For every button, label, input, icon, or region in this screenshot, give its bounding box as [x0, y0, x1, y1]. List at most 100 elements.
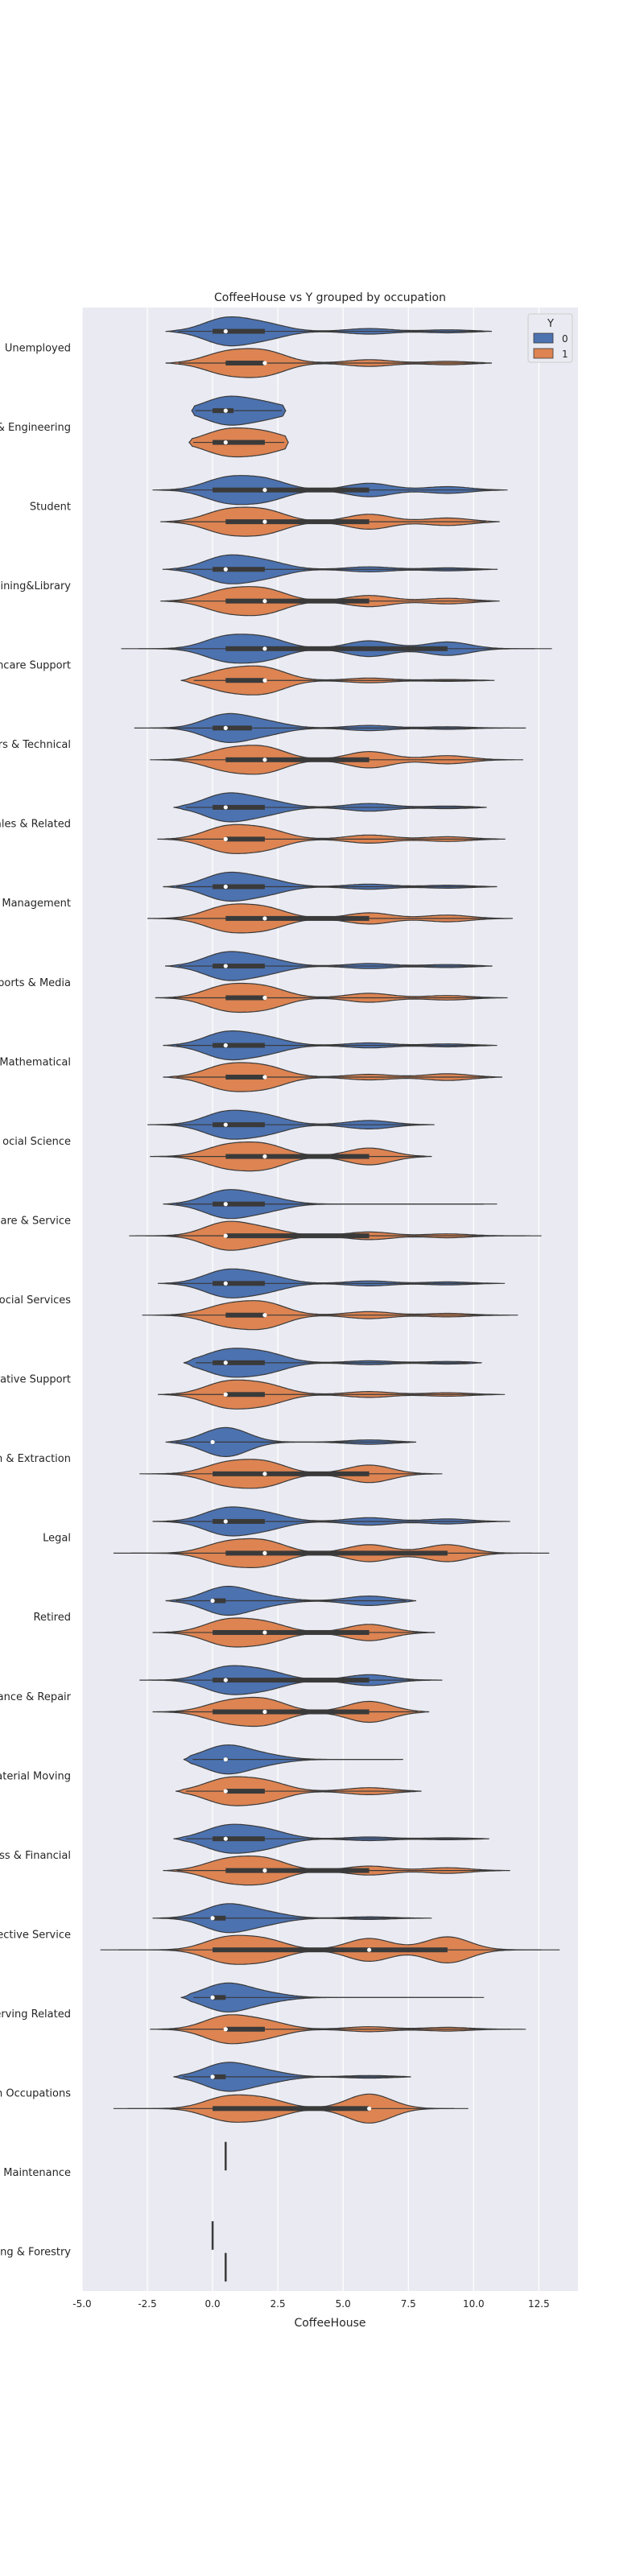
y-tick-label: erving Related [0, 2008, 71, 2021]
violin-median [223, 805, 228, 810]
y-tick-label: rs & Technical [0, 739, 71, 751]
y-tick-label: raining&Library [0, 580, 71, 592]
y-tick-label: ocial Services [0, 1294, 71, 1307]
y-tick-label: aterial Moving [0, 1770, 71, 1782]
violin-median [262, 1868, 267, 1873]
y-tick-label: ales & Related [0, 819, 71, 831]
x-tick-label: 5.0 [336, 2298, 351, 2310]
violin-median [223, 1122, 228, 1127]
violin-box [213, 964, 265, 969]
plot-background [82, 308, 578, 2291]
violin-median [210, 2074, 215, 2079]
y-tick-label: Mathematical [0, 1056, 71, 1068]
y-tick-label: Legal [43, 1533, 71, 1545]
violin-median [367, 2106, 372, 2111]
violin-median [223, 1836, 228, 1841]
chart-title: CoffeeHouse vs Y grouped by occupation [214, 291, 446, 304]
x-tick-label: 0.0 [205, 2298, 221, 2310]
violin-median [262, 488, 267, 493]
violin-median [223, 567, 228, 572]
violin-median [262, 995, 267, 1001]
legend-label-1: 1 [562, 349, 568, 360]
x-tick-label: -5.0 [72, 2298, 91, 2310]
violin-median [262, 1472, 267, 1476]
violin-box [225, 1233, 369, 1239]
violin-median [223, 1043, 228, 1048]
y-tick-label: Care & Service [0, 1215, 71, 1227]
y-tick-label: rative Support [0, 1374, 71, 1386]
violin-median [223, 440, 228, 445]
y-tick-label: hcare Support [0, 660, 71, 672]
legend-swatch-0 [533, 332, 554, 344]
x-tick-label: 10.0 [463, 2298, 485, 2310]
violin-box [225, 598, 369, 604]
violin-median [367, 1947, 372, 1952]
violin-box [213, 1281, 265, 1286]
violin-median [223, 964, 228, 968]
violin-box [225, 757, 369, 762]
violin-box [225, 836, 265, 842]
violin-box [213, 2106, 369, 2112]
violin-median [262, 1550, 267, 1555]
violin-median [210, 1598, 215, 1604]
violin-median [210, 1916, 215, 1921]
y-tick-label: n Occupations [0, 2088, 71, 2100]
violin-median [262, 1154, 267, 1159]
violin-median [262, 361, 267, 365]
violin-box [213, 725, 252, 731]
violin-median [223, 836, 228, 841]
violin-box [213, 1518, 265, 1524]
violin-box [225, 678, 265, 683]
y-tick-label: Student [30, 501, 71, 513]
violin-median [262, 599, 267, 604]
violin-box [213, 408, 234, 414]
violin-box [225, 1312, 265, 1318]
violin-box [225, 1392, 265, 1397]
violin-box [225, 1789, 265, 1794]
violin-box [213, 1836, 265, 1842]
violin-median [223, 1789, 228, 1794]
y-tick-label: Retired [34, 1612, 71, 1624]
y-tick-label: Management [2, 898, 71, 910]
violin-box [213, 1471, 369, 1476]
violin-box [225, 646, 448, 651]
violin-median [262, 1630, 267, 1635]
y-tick-label: ective Service [0, 1929, 71, 1941]
legend-title: Y [547, 318, 554, 330]
y-tick-label: Unemployed [5, 342, 71, 354]
violin-box [213, 804, 265, 810]
violin-median [223, 725, 228, 730]
violin-box [213, 1598, 226, 1604]
violin-box [213, 328, 265, 334]
violin-box [213, 1678, 369, 1683]
violin-median [262, 916, 267, 921]
violin-box [213, 1201, 265, 1207]
y-tick-label: ance & Repair [0, 1691, 72, 1703]
y-tick-label: ocial Science [2, 1136, 71, 1148]
violin-median [262, 646, 267, 651]
y-tick-label: ss & Financial [0, 1850, 71, 1862]
x-tick-labels: -5.0 -2.5 0.0 2.5 5.0 7.5 10.0 12.5 [72, 2298, 549, 2310]
violin-median [223, 408, 228, 413]
violin-box [213, 1709, 369, 1715]
violin-box [225, 915, 369, 921]
x-tick-label: 12.5 [528, 2298, 550, 2310]
violin-median [210, 1995, 215, 2000]
violin-box [225, 360, 265, 365]
y-tick-label: & Maintenance [0, 2167, 71, 2179]
violin-box [225, 1075, 265, 1080]
violin-box [225, 1154, 369, 1159]
legend-label-0: 0 [562, 333, 568, 345]
violin-median [223, 1678, 228, 1682]
violin-median [223, 1519, 228, 1524]
y-tick-labels: Unemployed & Engineering Student raining&Li… [0, 342, 72, 2258]
violin-box [213, 1995, 226, 2000]
violin-median [210, 1439, 215, 1445]
violin-box [213, 487, 369, 493]
violin-box [213, 440, 265, 445]
violin-median [223, 1202, 228, 1207]
x-tick-label: -2.5 [138, 2298, 156, 2310]
violin-box [213, 1042, 265, 1048]
violin-median [262, 678, 267, 683]
